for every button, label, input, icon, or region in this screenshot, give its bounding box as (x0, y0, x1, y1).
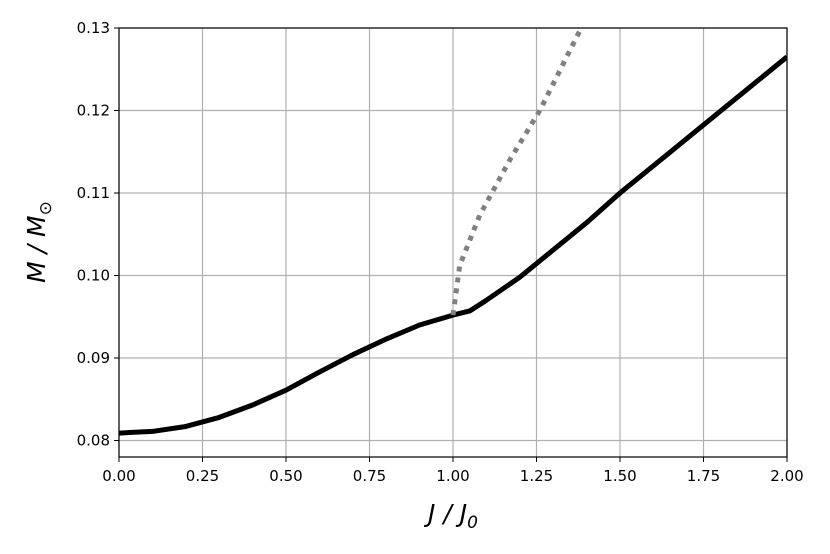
y-tick-label: 0.11 (77, 184, 110, 202)
y-tick-label: 0.13 (77, 19, 110, 37)
x-tick-label: 2.00 (770, 467, 803, 485)
y-tick-label: 0.08 (77, 432, 110, 450)
x-tick-label: 1.25 (520, 467, 553, 485)
y-axis-label: M / M⊙ (22, 201, 56, 283)
line (119, 54, 787, 436)
x-tick-label: 0.75 (353, 467, 386, 485)
x-tick-label: 0.50 (269, 467, 302, 485)
y-tick-label: 0.09 (77, 349, 110, 367)
x-tick-label: 0.25 (186, 467, 219, 485)
x-axis-label: J / J0 (423, 499, 478, 533)
y-tick-label: 0.12 (77, 102, 110, 120)
line (450, 29, 583, 316)
plot-frame (118, 27, 788, 458)
x-tick-label: 1.75 (687, 467, 720, 485)
x-tick-label: 0.00 (102, 467, 135, 485)
y-tick-label: 0.10 (77, 267, 110, 285)
x-tick-label: 1.50 (603, 467, 636, 485)
x-tick-label: 1.00 (436, 467, 469, 485)
